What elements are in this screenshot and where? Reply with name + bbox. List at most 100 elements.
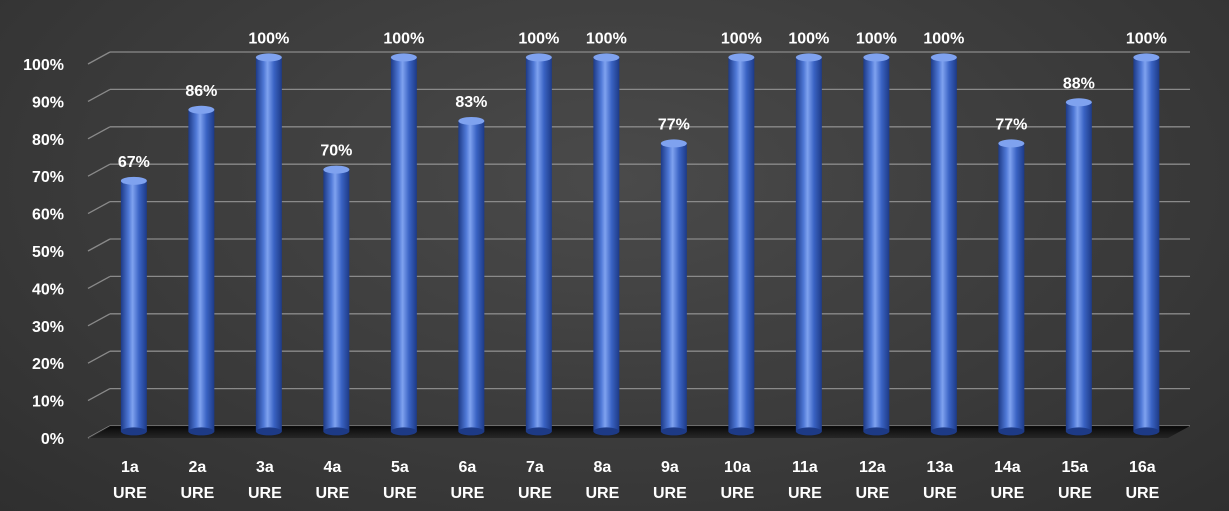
gridline-side [87,88,111,102]
bar-top [323,165,350,174]
bar-top [728,53,755,62]
category-label: 6a URE [450,459,484,502]
category-label-line1: 9a [661,459,679,476]
category-label-line1: 13a [926,459,953,476]
bar-base [1065,427,1092,436]
bar-body [525,57,552,432]
category-label-line1: 14a [994,459,1021,476]
bar-top [525,53,552,62]
bar-base [120,427,147,436]
category-label: 4a URE [315,459,349,502]
bar-top [1133,53,1160,62]
bar-base [660,427,687,436]
bar-body [1133,57,1160,432]
category-label-line2: URE [383,485,417,502]
bar-base [998,427,1025,436]
data-label: 100% [788,30,829,47]
category-label-line1: 15a [1061,459,1088,476]
bar-body [930,57,957,432]
category-label-line2: URE [113,485,147,502]
bar [120,176,147,436]
category-label-line2: URE [315,485,349,502]
y-tick-label: 70% [32,169,64,186]
y-tick-label: 100% [23,57,64,74]
bar [525,53,552,436]
y-tick-label: 90% [32,94,64,111]
data-label: 86% [185,83,217,100]
category-label: 1a URE [113,459,147,502]
gridline-side [87,163,111,177]
bar-body [323,169,350,432]
bar-top [390,53,417,62]
gridline-side [87,388,111,402]
category-label-line1: 7a [526,459,544,476]
bar-base [593,427,620,436]
category-label: 11a URE [788,459,822,502]
category-label-line2: URE [450,485,484,502]
bar-base [1133,427,1160,436]
data-label: 100% [518,30,559,47]
gridlines [87,51,1190,439]
data-labels: 67% 86% 100% 70% 100% 83% 100% 100% 77% 100% 100% 1… [118,30,1167,170]
data-label: 100% [923,30,964,47]
bar-body [998,143,1025,432]
y-tick-label: 0% [41,431,64,448]
category-label-line2: URE [248,485,282,502]
category-label-line2: URE [1125,485,1159,502]
bar [593,53,620,436]
floor-plane [88,426,1190,438]
bar-body [728,57,755,432]
category-label-line2: URE [518,485,552,502]
category-label: 12a URE [855,459,889,502]
bar-top [255,53,282,62]
bar-top [188,105,215,114]
bar-body [863,57,890,432]
bar-top [660,139,687,148]
bar-body [660,143,687,432]
gridline-side [87,313,111,327]
bar-body [255,57,282,432]
data-label: 100% [383,30,424,47]
category-label-line2: URE [180,485,214,502]
category-label-line2: URE [720,485,754,502]
bar-body [390,57,417,432]
bar-base [930,427,957,436]
bar [728,53,755,436]
gridline-side [87,350,111,364]
bar-body [795,57,822,432]
category-label: 5a URE [383,459,417,502]
category-label: 3a URE [248,459,282,502]
data-label: 70% [320,143,352,160]
bar-body [188,109,215,432]
category-label-line2: URE [788,485,822,502]
bar-top [998,139,1025,148]
bar-base [728,427,755,436]
bar-base [323,427,350,436]
bar-body [120,180,147,432]
bar-body [593,57,620,432]
bar-top [863,53,890,62]
category-label: 15a URE [1058,459,1092,502]
category-label-line1: 5a [391,459,409,476]
data-label: 100% [721,30,762,47]
y-axis-tick-labels: 0% 10% 20% 30% 40% 50% 60% 70% 80% 90% 100% [23,57,64,448]
bar-base [188,427,215,436]
bar-base [525,427,552,436]
data-label: 100% [1126,30,1167,47]
bar [795,53,822,436]
y-tick-label: 50% [32,244,64,261]
bar [255,53,282,436]
bar-top [120,176,147,185]
chart-floor [88,426,1190,438]
data-label: 77% [658,116,690,133]
data-label: 100% [856,30,897,47]
bar-base [458,427,485,436]
bar-top [930,53,957,62]
category-label-line1: 16a [1129,459,1156,476]
category-label: 14a URE [990,459,1024,502]
category-label: 13a URE [923,459,957,502]
category-label-line1: 3a [256,459,274,476]
category-label-line1: 4a [323,459,341,476]
y-tick-label: 40% [32,281,64,298]
